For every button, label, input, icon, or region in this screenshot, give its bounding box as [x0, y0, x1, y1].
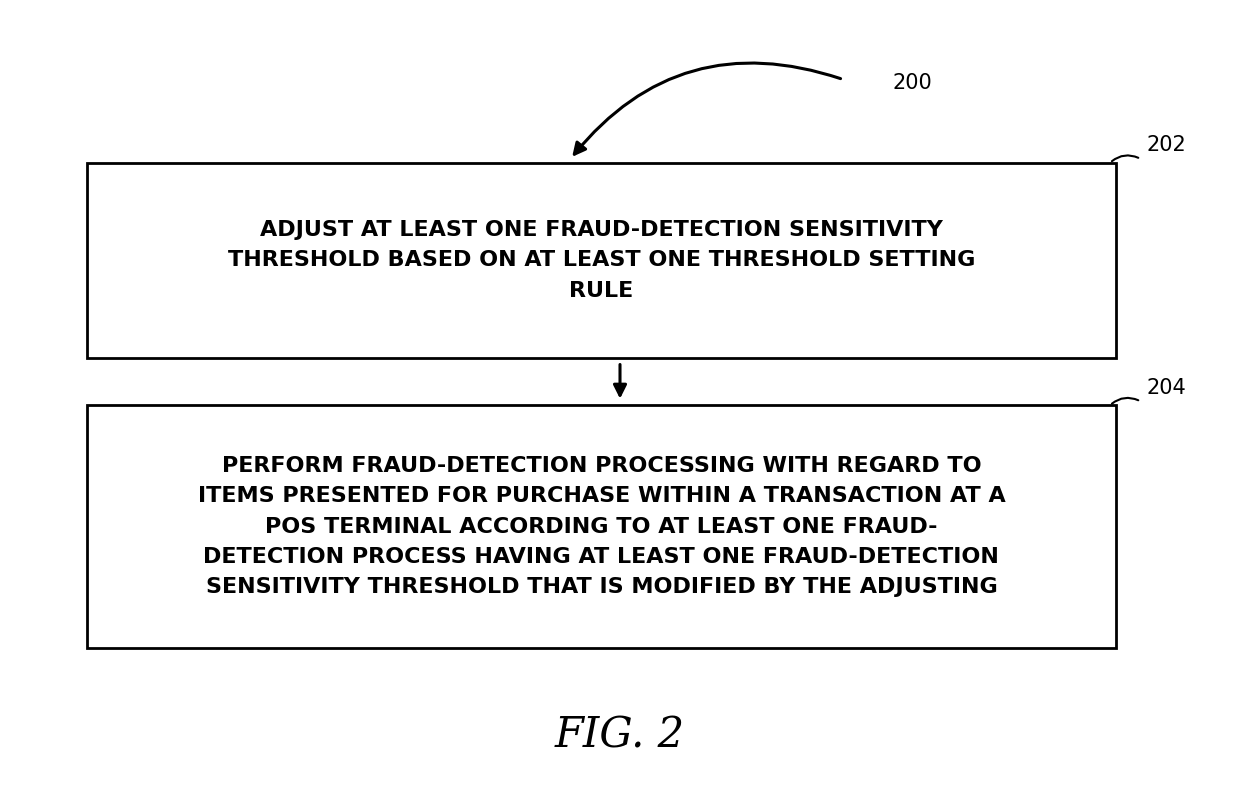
- Text: ADJUST AT LEAST ONE FRAUD-DETECTION SENSITIVITY
THRESHOLD BASED ON AT LEAST ONE : ADJUST AT LEAST ONE FRAUD-DETECTION SENS…: [228, 220, 975, 301]
- Text: 202: 202: [1147, 135, 1187, 155]
- FancyBboxPatch shape: [87, 405, 1116, 648]
- Text: FIG. 2: FIG. 2: [556, 715, 684, 756]
- Text: 204: 204: [1147, 378, 1187, 398]
- Text: PERFORM FRAUD-DETECTION PROCESSING WITH REGARD TO
ITEMS PRESENTED FOR PURCHASE W: PERFORM FRAUD-DETECTION PROCESSING WITH …: [197, 456, 1006, 598]
- Text: 200: 200: [893, 73, 932, 94]
- FancyBboxPatch shape: [87, 163, 1116, 358]
